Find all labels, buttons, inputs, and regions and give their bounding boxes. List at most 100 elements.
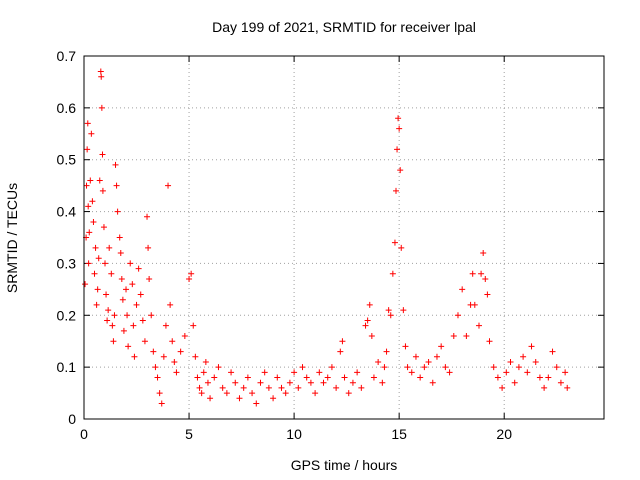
data-point bbox=[397, 167, 404, 174]
y-tick-label: 0.5 bbox=[57, 152, 77, 168]
data-points bbox=[82, 68, 571, 407]
data-point bbox=[366, 301, 373, 308]
data-point bbox=[127, 260, 134, 267]
data-point bbox=[202, 358, 209, 365]
data-point bbox=[106, 244, 113, 251]
data-point bbox=[270, 395, 277, 402]
data-point bbox=[459, 286, 466, 293]
data-point bbox=[337, 348, 344, 355]
data-point bbox=[475, 322, 482, 329]
data-point bbox=[291, 369, 298, 376]
data-point bbox=[295, 384, 302, 391]
data-point bbox=[111, 312, 118, 319]
data-point bbox=[186, 275, 193, 282]
data-point bbox=[484, 291, 491, 298]
data-point bbox=[192, 353, 199, 360]
data-point bbox=[188, 270, 195, 277]
y-tick-label: 0.7 bbox=[57, 48, 77, 64]
y-tick-label: 0.6 bbox=[57, 100, 77, 116]
data-point bbox=[85, 203, 92, 210]
data-point bbox=[433, 353, 440, 360]
data-point bbox=[398, 244, 405, 251]
data-point bbox=[135, 265, 142, 272]
grid-lines bbox=[84, 55, 604, 419]
data-point bbox=[253, 400, 260, 407]
data-point bbox=[490, 364, 497, 371]
data-point bbox=[82, 281, 89, 288]
data-point bbox=[119, 296, 126, 303]
data-point bbox=[541, 384, 548, 391]
data-point bbox=[129, 281, 136, 288]
data-point bbox=[478, 270, 485, 277]
data-point bbox=[158, 400, 165, 407]
data-point bbox=[204, 379, 211, 386]
data-point bbox=[494, 374, 501, 381]
data-point bbox=[362, 322, 369, 329]
data-point bbox=[278, 384, 285, 391]
y-tick-label: 0.3 bbox=[57, 255, 77, 271]
data-point bbox=[375, 358, 382, 365]
data-point bbox=[91, 270, 98, 277]
data-point bbox=[92, 244, 99, 251]
data-point bbox=[307, 379, 314, 386]
data-point bbox=[354, 369, 361, 376]
axis-ticks: 0 0.1 0.2 0.3 0.4 0.5 0.6 0.7 0 5 10 15 20 bbox=[57, 48, 604, 442]
data-point bbox=[86, 229, 93, 236]
data-point bbox=[528, 343, 535, 350]
data-point bbox=[417, 374, 424, 381]
data-point bbox=[171, 358, 178, 365]
data-point bbox=[152, 364, 159, 371]
data-point bbox=[110, 338, 117, 345]
data-point bbox=[131, 353, 138, 360]
data-point bbox=[232, 379, 239, 386]
data-point bbox=[339, 338, 346, 345]
data-point bbox=[463, 333, 470, 340]
data-point bbox=[396, 125, 403, 132]
data-point bbox=[87, 177, 94, 184]
data-point bbox=[303, 374, 310, 381]
data-point bbox=[562, 369, 569, 376]
data-point bbox=[120, 327, 127, 334]
data-point bbox=[97, 68, 104, 75]
data-point bbox=[169, 338, 176, 345]
data-point bbox=[358, 384, 365, 391]
data-point bbox=[98, 73, 105, 80]
data-point bbox=[274, 374, 281, 381]
data-point bbox=[88, 130, 95, 137]
data-point bbox=[524, 369, 531, 376]
data-point bbox=[190, 322, 197, 329]
data-point bbox=[393, 187, 399, 194]
data-point bbox=[123, 286, 130, 293]
data-point bbox=[503, 369, 510, 376]
data-point bbox=[160, 353, 167, 360]
data-point bbox=[549, 348, 556, 355]
x-tick-label: 15 bbox=[391, 426, 407, 442]
data-point bbox=[316, 369, 323, 376]
data-point bbox=[507, 358, 514, 365]
data-point bbox=[520, 353, 527, 360]
data-point bbox=[480, 250, 487, 257]
data-point bbox=[102, 260, 109, 267]
data-point bbox=[116, 234, 123, 241]
data-point bbox=[312, 390, 319, 397]
data-point bbox=[99, 187, 106, 194]
data-point bbox=[421, 364, 428, 371]
data-point bbox=[139, 317, 146, 324]
data-point bbox=[113, 182, 120, 189]
data-point bbox=[141, 338, 148, 345]
data-point bbox=[400, 307, 407, 314]
data-point bbox=[536, 374, 543, 381]
data-point bbox=[450, 333, 457, 340]
data-point bbox=[471, 301, 478, 308]
data-point bbox=[105, 307, 112, 314]
data-point bbox=[446, 369, 453, 376]
data-point bbox=[215, 364, 222, 371]
data-point bbox=[391, 239, 398, 246]
x-tick-label: 5 bbox=[185, 426, 193, 442]
data-point bbox=[383, 348, 390, 355]
data-point bbox=[112, 161, 119, 168]
data-point bbox=[99, 151, 106, 158]
data-point bbox=[146, 275, 153, 282]
data-point bbox=[83, 182, 90, 189]
